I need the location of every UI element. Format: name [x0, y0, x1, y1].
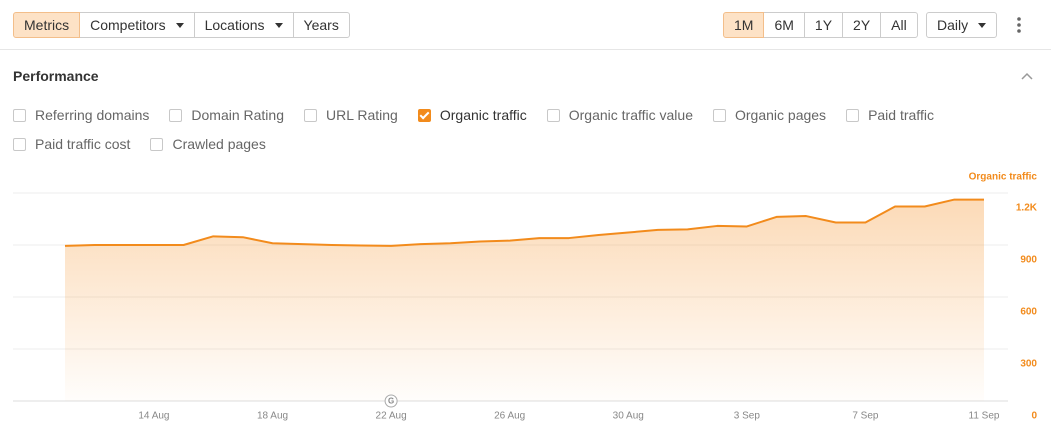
checkbox-box[interactable] [417, 108, 431, 122]
toolbar: Metrics Competitors Locations Years 1M 6… [0, 0, 1051, 50]
y-tick-label: 1.2K [1016, 203, 1038, 214]
tab[interactable]: Competitors [79, 12, 195, 38]
checkbox-box[interactable] [304, 108, 317, 122]
tab[interactable]: Years [292, 12, 350, 38]
x-tick-label: 11 Sep [969, 411, 1000, 422]
checkbox-label: Paid traffic [868, 107, 934, 123]
x-tick-label: 30 Aug [613, 411, 644, 422]
range-button[interactable]: 1Y [803, 12, 844, 38]
x-tick-label: 14 Aug [138, 411, 169, 422]
interval-label: Daily [937, 17, 969, 33]
checkbox-label: Referring domains [35, 107, 150, 123]
x-tick-label: 26 Aug [494, 411, 525, 422]
checkbox-label: Organic traffic value [568, 107, 693, 123]
checkbox-box[interactable] [713, 108, 726, 122]
checkbox-box[interactable] [150, 137, 164, 151]
x-tick-label: 18 Aug [257, 411, 288, 422]
metric-tabs: Metrics Competitors Locations Years [13, 12, 350, 38]
checkbox-label: URL Rating [326, 107, 398, 123]
legend-label: Organic traffic [969, 172, 1038, 183]
tab-label: Locations [204, 17, 265, 33]
checkbox[interactable]: Paid traffic [846, 105, 934, 125]
checkbox-label: Paid traffic cost [35, 136, 131, 152]
y-tick-label: 600 [1020, 307, 1037, 318]
y-tick-label: 0 [1031, 411, 1037, 422]
metric-checkboxes: Referring domains Domain Rating URL Rating… [13, 105, 1043, 154]
checkbox[interactable]: Crawled pages [150, 134, 266, 154]
y-tick-label: 300 [1020, 359, 1037, 370]
checkbox-box[interactable] [13, 108, 26, 122]
annotation-text: G [388, 397, 394, 406]
x-tick-label: 22 Aug [376, 411, 407, 422]
checkbox-box[interactable] [846, 108, 860, 122]
range-button[interactable]: 2Y [842, 12, 882, 38]
checkbox[interactable]: Organic traffic [417, 105, 527, 125]
interval-dropdown[interactable]: Daily [926, 12, 998, 38]
checkbox-box[interactable] [546, 108, 560, 122]
checkbox[interactable]: Domain Rating [169, 105, 284, 125]
x-tick-label: 3 Sep [734, 411, 761, 422]
checkbox-label: Organic pages [735, 107, 827, 123]
checkbox[interactable]: Organic traffic value [546, 105, 693, 125]
interval-group: Daily [926, 12, 998, 38]
checkbox-label: Organic traffic [439, 107, 527, 123]
area [65, 199, 984, 401]
range-tabs: 1M 6M 1Y 2Y All [723, 12, 918, 38]
tab[interactable]: Locations [193, 12, 294, 38]
checkbox[interactable]: Referring domains [13, 105, 149, 125]
checkbox[interactable]: Organic pages [713, 105, 826, 125]
annotation-marker [384, 394, 398, 408]
checkbox-label: Domain Rating [191, 107, 284, 123]
checkbox-box[interactable] [13, 137, 26, 151]
checkbox[interactable]: URL Rating [304, 105, 398, 125]
tab[interactable]: Metrics [13, 12, 81, 38]
line [64, 198, 984, 247]
x-tick-label: 7 Sep [852, 411, 879, 422]
section-title: Performance [13, 68, 99, 84]
y-tick-label: 900 [1020, 255, 1037, 266]
checkbox-box[interactable] [169, 108, 183, 122]
checkbox-label: Crawled pages [172, 136, 266, 152]
range-button[interactable]: 1M [723, 12, 765, 38]
range-button[interactable]: All [880, 12, 918, 38]
tab-label: Competitors [90, 17, 166, 33]
range-button[interactable]: 6M [763, 12, 805, 38]
checkbox[interactable]: Paid traffic cost [13, 134, 130, 154]
